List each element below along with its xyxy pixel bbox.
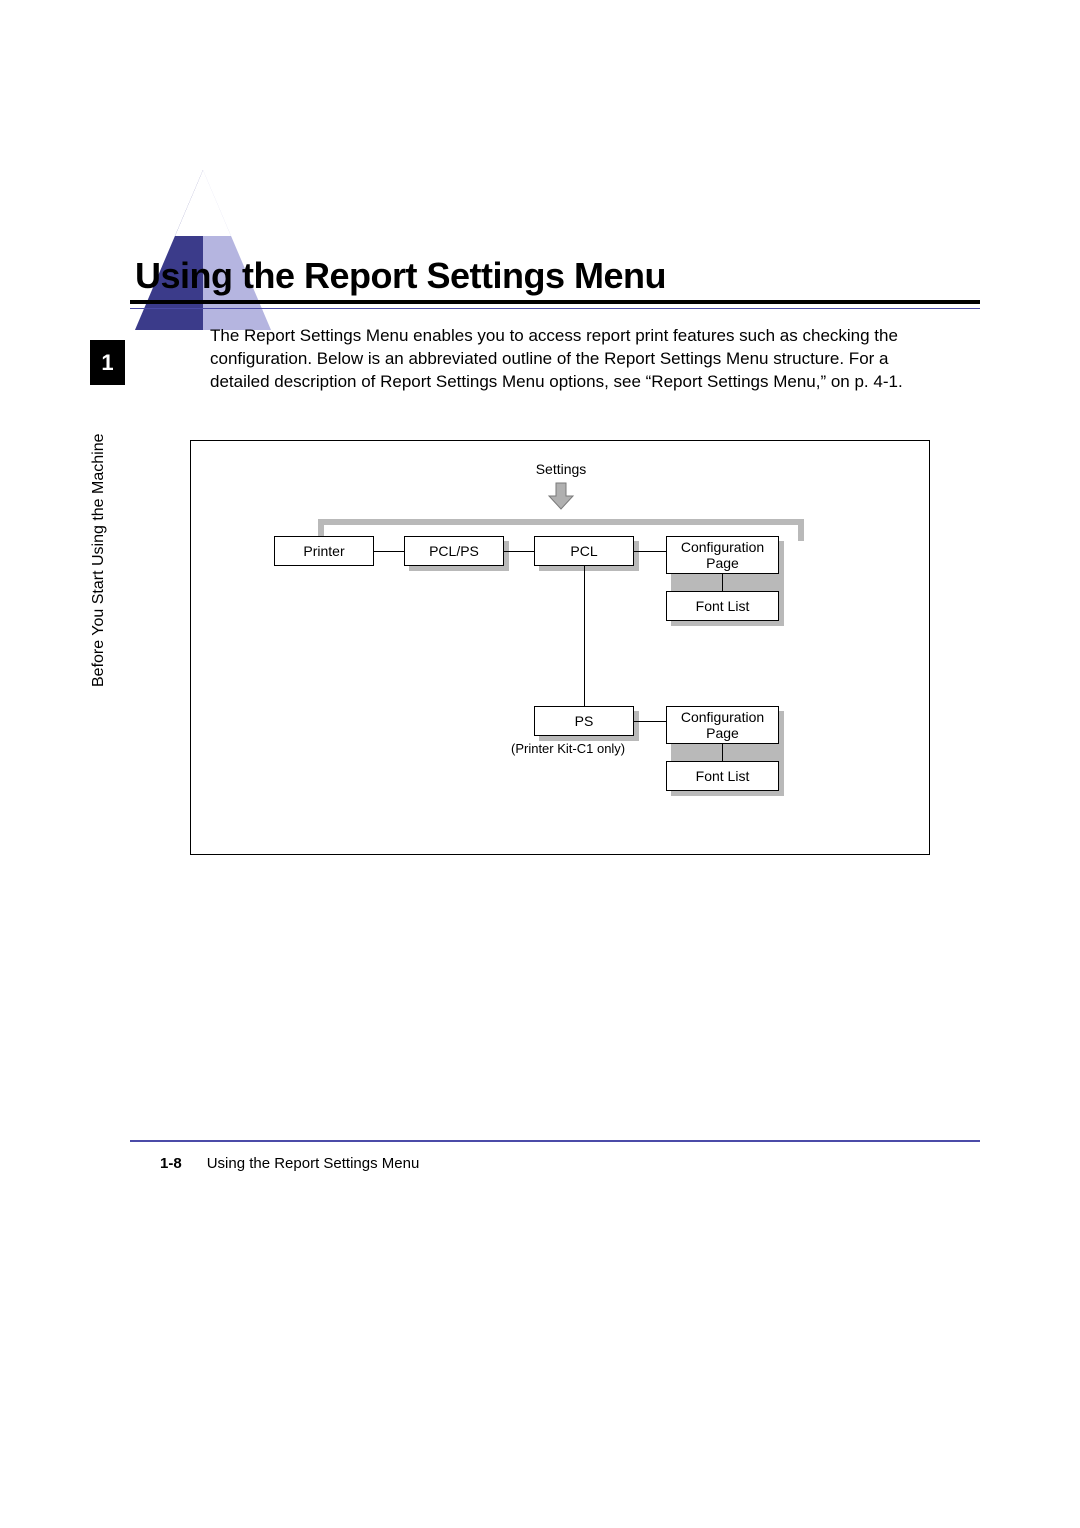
- heading-rules: [130, 300, 980, 309]
- footer-rule: [130, 1140, 980, 1142]
- footer-page-number: 1-8: [160, 1155, 182, 1172]
- diagram-node-fontlist: Font List: [666, 591, 779, 621]
- diagram-node-configpage2: Configuration Page: [666, 706, 779, 744]
- intro-paragraph: The Report Settings Menu enables you to …: [210, 325, 930, 394]
- heading-triangle-icon: [135, 170, 275, 335]
- footer-title: Using the Report Settings Menu: [207, 1155, 420, 1172]
- diagram-note: (Printer Kit-C1 only): [511, 741, 625, 756]
- diagram-node-pcl: PCL: [534, 536, 634, 566]
- page-title: Using the Report Settings Menu: [135, 255, 666, 297]
- diagram-node-settings: Settings: [521, 461, 601, 477]
- footer: 1-8 Using the Report Settings Menu: [160, 1155, 419, 1172]
- diagram-node-pclps: PCL/PS: [404, 536, 504, 566]
- chapter-side-label: Before You Start Using the Machine: [90, 395, 125, 725]
- diagram-node-fontlist2: Font List: [666, 761, 779, 791]
- menu-structure-diagram: Settings Printer PCL/PS PCL Configuratio…: [190, 440, 930, 855]
- down-arrow-icon: [547, 481, 575, 516]
- chapter-number-tab: 1: [90, 340, 125, 385]
- diagram-node-ps: PS: [534, 706, 634, 736]
- diagram-node-configpage: Configuration Page: [666, 536, 779, 574]
- diagram-node-printer: Printer: [274, 536, 374, 566]
